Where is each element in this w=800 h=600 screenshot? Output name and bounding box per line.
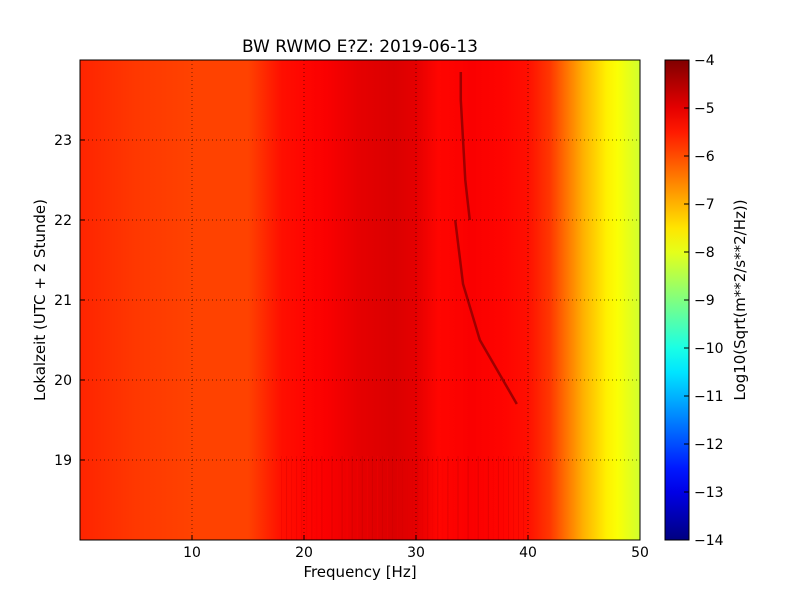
colorbar-tick-label: −9 bbox=[694, 293, 715, 309]
colorbar-tick-label: −11 bbox=[694, 389, 724, 405]
y-tick-label: 21 bbox=[54, 293, 72, 309]
x-tick-label: 20 bbox=[295, 545, 313, 561]
y-tick-label: 19 bbox=[54, 453, 72, 469]
colorbar-tick-label: −7 bbox=[694, 197, 715, 213]
y-tick-label: 22 bbox=[54, 213, 72, 229]
colorbar-tick-label: −6 bbox=[694, 149, 715, 165]
colorbar-tick-label: −4 bbox=[694, 53, 715, 69]
y-axis: 19 20 21 22 23 bbox=[54, 133, 85, 469]
x-axis-label: Frequency [Hz] bbox=[303, 563, 416, 581]
x-tick-label: 10 bbox=[183, 545, 201, 561]
y-tick-label: 23 bbox=[54, 133, 72, 149]
frequency-track bbox=[459, 72, 472, 221]
chart-title: BW RWMO E?Z: 2019-06-13 bbox=[242, 37, 478, 57]
colorbar-label: Log10(Sqrt(m**2/s**2/Hz)) bbox=[731, 199, 749, 400]
frequency-track bbox=[453, 219, 518, 405]
y-axis-label: Lokalzeit (UTC + 2 Stunde) bbox=[31, 199, 49, 401]
x-tick-label: 50 bbox=[631, 545, 649, 561]
colorbar-tick-label: −13 bbox=[694, 485, 724, 501]
colorbar-tick-label: −8 bbox=[694, 245, 715, 261]
colorbar-tick-label: −12 bbox=[694, 437, 724, 453]
y-tick-label: 20 bbox=[54, 373, 72, 389]
x-tick-label: 30 bbox=[407, 545, 425, 561]
colorbar-tick-label: −10 bbox=[694, 341, 724, 357]
x-axis: 10 20 30 40 50 bbox=[183, 535, 649, 561]
grid-layer bbox=[80, 60, 640, 540]
colorbar-ticks: −4 −5 −6 −7 −8 −9 −10 −11 −12 −13 −14 bbox=[684, 53, 724, 549]
colorbar-tick-label: −5 bbox=[694, 101, 715, 117]
x-tick-label: 40 bbox=[519, 545, 537, 561]
colorbar-tick-label: −14 bbox=[694, 533, 724, 549]
